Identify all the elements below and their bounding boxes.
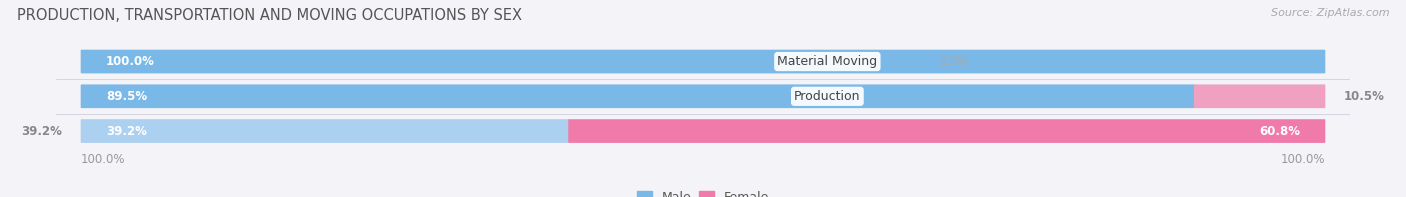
Text: Source: ZipAtlas.com: Source: ZipAtlas.com <box>1271 8 1389 18</box>
Text: 100.0%: 100.0% <box>82 153 125 166</box>
Legend: Male, Female: Male, Female <box>631 186 775 197</box>
Text: PRODUCTION, TRANSPORTATION AND MOVING OCCUPATIONS BY SEX: PRODUCTION, TRANSPORTATION AND MOVING OC… <box>17 8 522 23</box>
Text: 89.5%: 89.5% <box>105 90 148 103</box>
Text: Material Moving: Material Moving <box>778 55 877 68</box>
Text: 10.5%: 10.5% <box>1344 90 1385 103</box>
Text: 60.8%: 60.8% <box>1258 125 1301 138</box>
FancyBboxPatch shape <box>80 50 1326 73</box>
FancyBboxPatch shape <box>80 50 1326 73</box>
FancyBboxPatch shape <box>1194 85 1326 108</box>
FancyBboxPatch shape <box>568 119 1326 143</box>
FancyBboxPatch shape <box>80 119 1326 143</box>
FancyBboxPatch shape <box>80 85 1326 108</box>
Text: Production: Production <box>794 90 860 103</box>
Text: 39.2%: 39.2% <box>21 125 62 138</box>
Text: 0.0%: 0.0% <box>939 55 969 68</box>
Text: 100.0%: 100.0% <box>1281 153 1324 166</box>
FancyBboxPatch shape <box>80 85 1195 108</box>
FancyBboxPatch shape <box>80 119 569 143</box>
Text: 39.2%: 39.2% <box>105 125 146 138</box>
Text: 100.0%: 100.0% <box>105 55 155 68</box>
